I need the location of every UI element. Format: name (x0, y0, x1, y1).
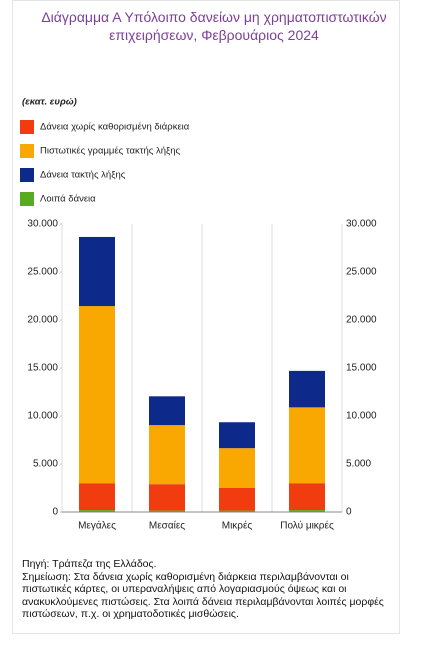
x-tick-label: Μεσαίες (149, 520, 185, 532)
y2-tick-label: 25.000 (346, 267, 377, 278)
x-tick-label: Πολύ μικρές (280, 520, 334, 532)
y-tick-label: 15.000 (27, 363, 58, 374)
legend-label: Δάνεια χωρίς καθορισμένη διάρκεια (40, 122, 190, 133)
x-tick-label: Μικρές (222, 520, 253, 532)
bar-segment (289, 483, 325, 511)
legend-swatch (20, 120, 34, 134)
bar-segment (219, 448, 255, 488)
y2-tick-label: 30.000 (346, 219, 377, 230)
legend-swatch (20, 144, 34, 158)
y-tick-label: 20.000 (27, 315, 58, 326)
legend-swatch (20, 192, 34, 206)
y2-tick-label: 10.000 (346, 411, 377, 422)
bar-segment (289, 510, 325, 512)
bar-segment (149, 425, 185, 485)
legend-swatch (20, 168, 34, 182)
bar-segment (149, 510, 185, 512)
x-tick-label: Μεγάλες (78, 520, 116, 532)
bar-segment (219, 488, 255, 511)
y-tick-label: 30.000 (27, 219, 58, 230)
legend-label: Δάνεια τακτής λήξης (40, 170, 126, 181)
y-tick-label: 10.000 (27, 411, 58, 422)
bar-segment (79, 306, 115, 484)
bar-segment (79, 510, 115, 512)
note: Σημείωση: Στα δάνεια χωρίς καθορισμένη δ… (22, 570, 384, 621)
legend-label: Πιστωτικές γραμμές τακτής λήξης (40, 146, 181, 157)
bar-segment (289, 370, 325, 408)
y-tick-label: 25.000 (27, 267, 58, 278)
bar-segment (289, 407, 325, 484)
bar-segment (79, 236, 115, 307)
bar-segment (219, 422, 255, 449)
y2-tick-label: 5.000 (346, 459, 371, 470)
unit-label: (εκατ. ευρώ) (22, 97, 77, 108)
y2-tick-label: 15.000 (346, 363, 377, 374)
bar-segment (219, 510, 255, 512)
bar-segment (149, 484, 185, 511)
y-tick-label: 0 (52, 507, 58, 518)
chart-title: Διάγραμμα Α Υπόλοιπο δανείων μη χρηματοπ… (41, 9, 387, 43)
bar-segment (149, 396, 185, 426)
bar-segment (79, 483, 115, 511)
legend-label: Λοιπά δάνεια (40, 194, 96, 205)
y2-tick-label: 0 (346, 507, 352, 518)
source: Πηγή: Τράπεζα της Ελλάδος. (22, 558, 157, 570)
notes: Πηγή: Τράπεζα της Ελλάδος. Σημείωση: Στα… (22, 558, 394, 621)
y-tick-label: 5.000 (33, 459, 58, 470)
y2-tick-label: 20.000 (346, 315, 377, 326)
frame (12, 0, 400, 634)
